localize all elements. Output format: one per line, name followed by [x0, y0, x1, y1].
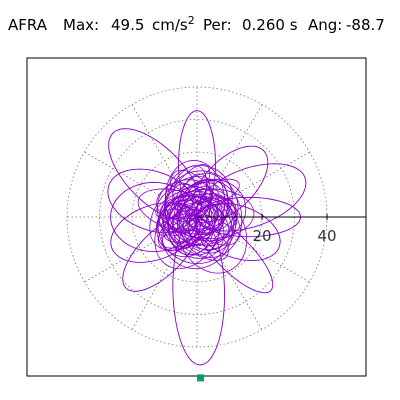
peak-marker-layer: [197, 374, 205, 382]
radial-tick-label-20: 20: [252, 227, 271, 245]
max-label: Max:: [63, 16, 100, 34]
trace-lobe: [194, 214, 274, 294]
max-unit: cm/s2: [152, 14, 195, 34]
peak-marker: [197, 374, 205, 382]
grid-spoke-210: [84, 216, 198, 283]
trace-core-loop: [162, 194, 225, 259]
trace-core-loop: [149, 176, 219, 251]
grid-spoke-150: [84, 151, 198, 218]
max-unit-exponent: 2: [187, 14, 195, 27]
trace-lobe: [122, 213, 201, 292]
grid-spoke-120: [131, 104, 198, 218]
trace-core-loop: [161, 204, 230, 249]
trace-core-loop: [178, 179, 243, 258]
ang-value: -88.7: [346, 16, 385, 34]
plot-header: AFRA Max: 49.5 cm/s2 Per: 0.260 s Ang: -…: [0, 0, 400, 50]
station-name: AFRA: [8, 16, 47, 34]
grid-spoke-330: [196, 216, 310, 283]
grid-spoke-300: [196, 216, 263, 330]
per-value: 0.260 s: [242, 16, 298, 34]
per-label: Per:: [203, 16, 232, 34]
grid-spoke-240: [131, 216, 198, 330]
trace-lobe: [172, 216, 225, 366]
ang-label: Ang:: [308, 16, 343, 34]
grid-spoke-30: [196, 151, 310, 218]
trace-lobe: [108, 128, 202, 222]
trace-core-loop: [169, 206, 203, 244]
trace-core-loop: [182, 197, 236, 254]
trace-core-loop: [164, 190, 211, 246]
trace-core-loop: [162, 209, 207, 243]
max-value: 49.5: [111, 16, 145, 34]
trace-core-loop: [180, 188, 236, 242]
radial-tick-label-40: 40: [317, 227, 336, 245]
trace-core-loop: [177, 178, 247, 242]
particle-motion-trace: [107, 110, 307, 366]
trace-core-loop: [187, 193, 233, 247]
trace-core-loop: [188, 195, 238, 251]
radial-axis: 20 40: [197, 214, 366, 245]
grid-spoke-60: [196, 104, 263, 218]
trace-core-loop: [166, 186, 213, 236]
